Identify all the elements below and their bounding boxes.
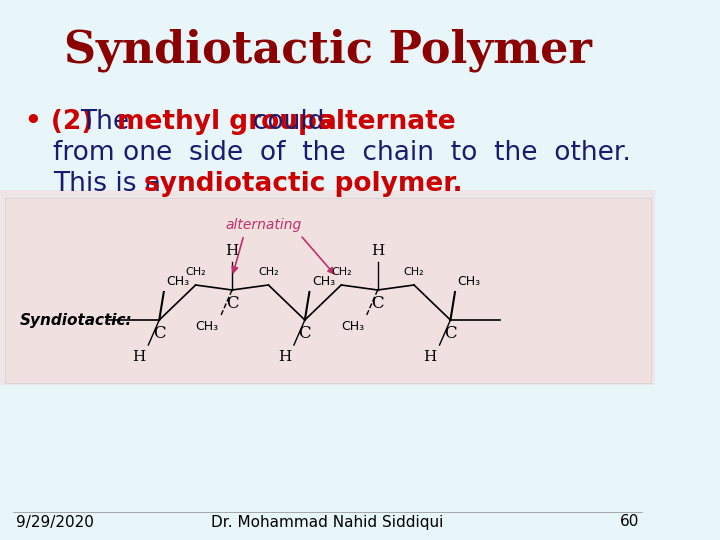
Text: CH₃: CH₃ [341, 320, 364, 333]
Text: • (2): • (2) [25, 109, 103, 135]
FancyBboxPatch shape [4, 198, 651, 383]
Text: CH₃: CH₃ [312, 275, 336, 288]
Text: Dr. Mohammad Nahid Siddiqui: Dr. Mohammad Nahid Siddiqui [212, 515, 444, 530]
Text: CH₃: CH₃ [458, 275, 481, 288]
Text: This is a: This is a [53, 171, 169, 197]
Text: syndiotactic polymer.: syndiotactic polymer. [145, 171, 463, 197]
Text: H: H [225, 244, 238, 258]
Text: H: H [278, 350, 291, 364]
Text: H: H [423, 350, 437, 364]
Text: The: The [81, 109, 138, 135]
Text: CH₃: CH₃ [166, 275, 189, 288]
Text: C: C [226, 294, 238, 312]
Text: CH₂: CH₂ [258, 267, 279, 277]
Text: C: C [444, 325, 456, 341]
Text: alternating: alternating [225, 218, 302, 232]
Text: CH₂: CH₂ [331, 267, 351, 277]
Text: Syndiotactic Polymer: Syndiotactic Polymer [63, 28, 592, 72]
Text: H: H [132, 350, 145, 364]
Text: Syndiotactic:: Syndiotactic: [20, 313, 132, 327]
Text: CH₃: CH₃ [195, 320, 218, 333]
Text: methyl groups: methyl groups [117, 109, 333, 135]
Text: 60: 60 [619, 515, 639, 530]
Text: H: H [371, 244, 384, 258]
Text: could: could [236, 109, 341, 135]
Text: 9/29/2020: 9/29/2020 [17, 515, 94, 530]
FancyBboxPatch shape [0, 190, 655, 385]
Text: C: C [299, 325, 311, 341]
Text: from one  side  of  the  chain  to  the  other.: from one side of the chain to the other. [53, 140, 631, 166]
Text: alternate: alternate [319, 109, 456, 135]
Text: C: C [153, 325, 166, 341]
Text: C: C [372, 294, 384, 312]
Text: CH₂: CH₂ [185, 267, 206, 277]
Text: CH₂: CH₂ [404, 267, 424, 277]
